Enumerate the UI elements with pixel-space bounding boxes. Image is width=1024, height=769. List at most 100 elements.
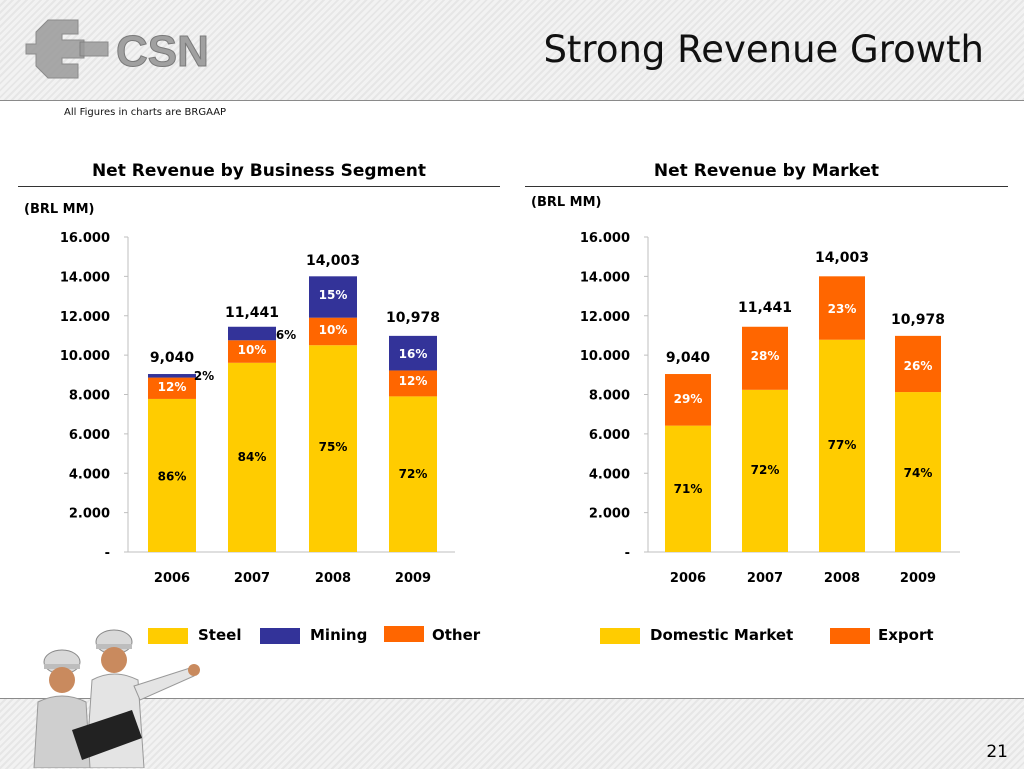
bar-segment-label: 10% (319, 323, 348, 337)
y-tick-label: 8.000 (69, 389, 110, 404)
x-tick-label: 2007 (747, 571, 783, 586)
bar-segment (148, 377, 196, 399)
bar-total-label: 10,978 (386, 310, 440, 326)
bar-segment-label: 16% (399, 347, 428, 361)
bar-total-label: 14,003 (815, 250, 869, 266)
y-tick-label: 10.000 (580, 349, 630, 364)
y-tick-label: 16.000 (60, 231, 110, 246)
bar-total-label: 14,003 (306, 253, 360, 269)
bar-segment (309, 276, 357, 318)
x-tick-label: 2008 (315, 571, 351, 586)
workers-illustration (33, 629, 200, 768)
y-tick-label: - (105, 546, 110, 561)
csn-logo: CSN (25, 19, 209, 79)
y-tick-label: 10.000 (60, 349, 110, 364)
y-tick-label: 12.000 (580, 310, 630, 325)
legend-label-other: Other (432, 626, 481, 644)
legend-segment: Steel Mining Other (148, 626, 508, 646)
bar-segment-label: 72% (399, 467, 428, 481)
bar-segment-label: 6% (276, 328, 296, 342)
legend-label-domestic: Domestic Market (650, 626, 794, 644)
bar-segment-label: 28% (751, 349, 780, 363)
legend-swatch-domestic (600, 628, 640, 644)
charts-note: All Figures in charts are BRGAAP (64, 107, 227, 118)
header-band (0, 0, 1024, 101)
footer-band (0, 698, 1024, 769)
bar-segment (309, 317, 357, 346)
bar-segment (742, 326, 788, 390)
bar-segment (819, 339, 865, 552)
bar-segment-label: 77% (828, 438, 857, 452)
bar-segment-label: 23% (828, 302, 857, 316)
bar-segment-label: 71% (674, 482, 703, 496)
chart-title-segment: Net Revenue by Business Segment (91, 161, 427, 181)
y-tick-label: - (625, 546, 630, 561)
bar-segment-label: 74% (904, 466, 933, 480)
page-number: 21 (986, 742, 1008, 762)
bar-total-label: 10,978 (891, 312, 945, 328)
chart-rule-market (525, 186, 1008, 187)
bar-segment (389, 370, 437, 397)
page-title: Strong Revenue Growth (543, 28, 984, 71)
y-tick-label: 6.000 (69, 428, 110, 443)
bar-segment (742, 389, 788, 552)
bar-segment (228, 340, 276, 363)
chart-rule-segment (18, 186, 500, 187)
bar-total-label: 11,441 (738, 300, 792, 316)
x-tick-label: 2008 (824, 571, 860, 586)
legend-swatch-mining (260, 628, 300, 644)
bar-segment (389, 335, 437, 371)
bar-segment-label: 72% (751, 463, 780, 477)
bar-segment (389, 396, 437, 552)
bar-segment-label: 10% (238, 343, 267, 357)
legend-label-mining: Mining (310, 626, 368, 644)
bar-segment (665, 374, 711, 426)
bar-segment (148, 398, 196, 552)
legend-market: Domestic Market Export (600, 626, 1000, 646)
svg-text:CSN: CSN (116, 27, 209, 76)
y-tick-label: 8.000 (589, 389, 630, 404)
bar-segment (895, 335, 941, 393)
bar-segment-label: 12% (158, 380, 187, 394)
bar-segment (309, 345, 357, 552)
unit-label-segment: (BRL MM) (24, 202, 95, 217)
y-tick-label: 2.000 (589, 507, 630, 522)
bar-segment-label: 29% (674, 392, 703, 406)
segment-bar-chart: - 2.000 4.000 6.000 8.000 10.000 12.000 14.000 1… (60, 231, 455, 586)
y-tick-label: 14.000 (60, 270, 110, 285)
y-tick-label: 6.000 (589, 428, 630, 443)
legend-swatch-steel (148, 628, 188, 644)
y-tick-label: 16.000 (580, 231, 630, 246)
legend-label-export: Export (878, 626, 934, 644)
x-tick-label: 2007 (234, 571, 270, 586)
y-tick-label: 2.000 (69, 507, 110, 522)
chart-title-market: Net Revenue by Market (653, 161, 880, 181)
x-tick-label: 2009 (395, 571, 431, 586)
bar-segment-label: 84% (238, 450, 267, 464)
bar-segment (819, 276, 865, 340)
bar-total-label: 9,040 (150, 350, 195, 366)
x-tick-label: 2006 (670, 571, 706, 586)
x-tick-label: 2006 (154, 571, 190, 586)
y-tick-label: 12.000 (60, 310, 110, 325)
x-tick-label: 2009 (900, 571, 936, 586)
unit-label-market: (BRL MM) (531, 195, 602, 210)
y-tick-label: 14.000 (580, 270, 630, 285)
bar-segment-label: 12% (399, 374, 428, 388)
market-bar-chart: - 2.000 4.000 6.000 8.000 10.000 12.000 14.000 1… (580, 231, 960, 586)
legend-swatch-other (384, 626, 424, 642)
y-tick-label: 4.000 (69, 467, 110, 482)
bar-total-label: 9,040 (666, 350, 711, 366)
y-tick-label: 4.000 (589, 467, 630, 482)
legend-label-steel: Steel (198, 626, 242, 644)
bar-segment-label: 15% (319, 288, 348, 302)
bar-segment (228, 326, 276, 341)
bar-total-label: 11,441 (225, 305, 279, 321)
bar-segment-label: 75% (319, 440, 348, 454)
bar-segment-label: 2% (194, 369, 214, 383)
bar-segment (895, 392, 941, 552)
bar-segment (665, 425, 711, 552)
bar-segment-label: 26% (904, 359, 933, 373)
bar-segment (228, 362, 276, 552)
bar-segment-label: 86% (158, 469, 187, 483)
